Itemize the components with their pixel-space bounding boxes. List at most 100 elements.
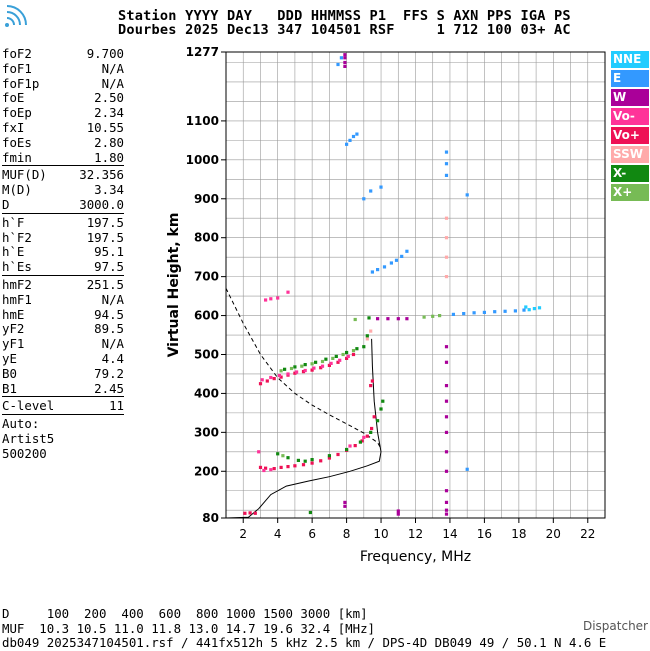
- param-row: h`E 95.1: [2, 244, 124, 259]
- data-point: [444, 255, 449, 259]
- legend-item: X-: [611, 165, 649, 182]
- data-point: [362, 345, 366, 349]
- data-point: [537, 306, 542, 310]
- data-point: [336, 452, 340, 457]
- data-point: [444, 360, 449, 364]
- data-point: [243, 511, 247, 515]
- data-point: [289, 366, 294, 371]
- data-point: [336, 62, 340, 67]
- data-point: [260, 378, 264, 382]
- param-label: foF1p: [2, 75, 40, 91]
- data-point: [444, 345, 449, 349]
- data-point: [276, 296, 280, 300]
- data-point: [394, 258, 399, 262]
- param-value: 11: [109, 398, 124, 414]
- data-point: [279, 465, 283, 469]
- data-point: [319, 459, 323, 463]
- param-label: MUF(D): [2, 167, 47, 183]
- data-point: [444, 384, 449, 388]
- param-row: B0 79.2: [2, 366, 124, 381]
- legend-item: E: [611, 70, 649, 87]
- data-point: [355, 132, 359, 136]
- data-point: [279, 375, 283, 379]
- data-point: [472, 311, 476, 315]
- data-point: [336, 360, 340, 364]
- footer-info-row: db049 2025347104501.rsf / 441fx512h 5 kH…: [2, 635, 607, 650]
- data-point: [422, 315, 426, 319]
- y-tick-label: 300: [194, 425, 219, 439]
- param-value: 197.5: [86, 214, 124, 230]
- param-value: 197.5: [86, 229, 124, 245]
- data-point: [331, 356, 335, 360]
- data-point: [365, 337, 369, 341]
- y-tick-label: 700: [194, 270, 219, 284]
- legend: NNE E W Vo- Vo+ SSW X- X+: [611, 51, 649, 203]
- data-point: [532, 307, 536, 311]
- data-point: [264, 298, 268, 302]
- param-label: M(D): [2, 182, 32, 198]
- data-point: [379, 185, 383, 189]
- data-point: [264, 466, 268, 470]
- data-point: [444, 415, 449, 419]
- data-point: [283, 367, 287, 371]
- data-point: [369, 189, 373, 193]
- data-point: [444, 512, 449, 516]
- data-point: [351, 352, 356, 357]
- param-value: 9.700: [86, 46, 124, 61]
- param-row: MUF(D) 32.356: [2, 167, 124, 182]
- data-point: [308, 510, 312, 515]
- data-point: [396, 512, 400, 516]
- data-point: [339, 56, 343, 60]
- legend-item: NNE: [611, 51, 649, 68]
- param-row: yE 4.4: [2, 351, 124, 366]
- param-row: hmE 94.5: [2, 307, 124, 322]
- param-separator: [2, 396, 124, 398]
- data-point: [379, 407, 383, 411]
- x-tick-label: 10: [373, 527, 388, 541]
- param-label: B1: [2, 380, 17, 396]
- y-tick-label: 1277: [186, 45, 219, 59]
- param-row: B1 2.45: [2, 381, 124, 396]
- param-label: yE: [2, 350, 17, 366]
- param-separator: [2, 414, 124, 416]
- data-point: [295, 370, 299, 374]
- param-label: foF2: [2, 46, 32, 61]
- param-separator: [2, 165, 124, 167]
- data-point: [405, 317, 409, 321]
- data-point: [369, 384, 373, 388]
- data-point: [269, 468, 273, 472]
- param-note: 500200: [2, 445, 47, 461]
- y-tick-label: 900: [194, 192, 219, 206]
- data-point: [372, 415, 376, 419]
- y-tick-label: 400: [194, 386, 219, 400]
- data-point: [343, 56, 347, 60]
- param-label: hmE: [2, 306, 25, 322]
- x-tick-label: 20: [546, 527, 561, 541]
- data-point: [444, 236, 449, 240]
- data-point: [522, 308, 526, 312]
- x-tick-label: 8: [343, 527, 351, 541]
- data-point: [296, 458, 300, 462]
- param-value: 10.55: [86, 119, 124, 135]
- param-value: 97.5: [94, 259, 124, 275]
- data-point: [343, 53, 347, 57]
- x-tick-label: 18: [511, 527, 526, 541]
- data-point: [376, 268, 380, 272]
- y-tick-label: 200: [194, 464, 219, 478]
- data-point: [513, 309, 517, 313]
- data-point: [327, 454, 331, 458]
- param-row: yF2 89.5: [2, 321, 124, 336]
- data-point: [310, 458, 314, 462]
- legend-item: X+: [611, 184, 649, 201]
- param-value: 251.5: [86, 276, 124, 292]
- y-tick-label: 600: [194, 309, 219, 323]
- y-tick-label: 80: [202, 511, 219, 525]
- header-line1: Station YYYY DAY DDD HHMMSS P1 FFS S AXN…: [118, 8, 571, 24]
- data-point: [341, 352, 345, 357]
- data-point: [367, 316, 371, 320]
- param-row: fxI 10.55: [2, 120, 124, 135]
- param-label: B0: [2, 365, 17, 381]
- data-point: [338, 358, 342, 362]
- param-value: N/A: [101, 336, 124, 352]
